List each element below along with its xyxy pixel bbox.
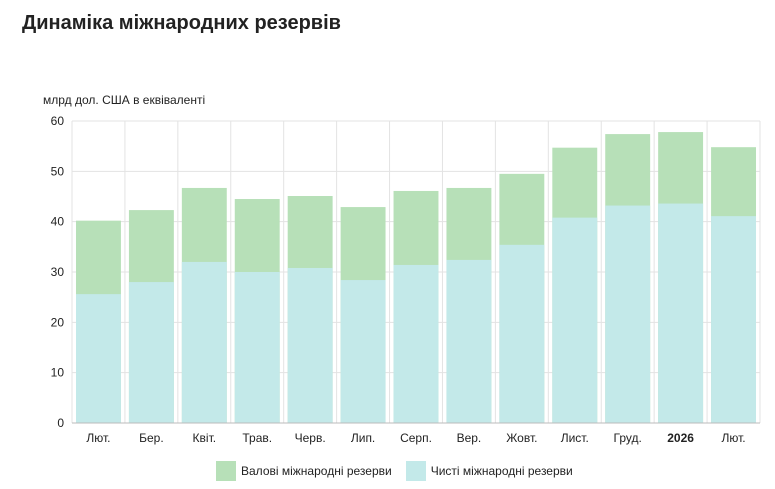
y-tick-label: 20 [51, 315, 65, 329]
x-tick-label: Лют. [721, 431, 745, 445]
x-tick-label: Квіт. [193, 431, 217, 445]
y-axis-label: млрд дол. США в еквіваленті [43, 93, 206, 107]
x-tick-label: Трав. [242, 431, 272, 445]
x-tick-label: Груд. [614, 431, 642, 445]
bar-net [128, 282, 174, 423]
y-tick-label: 30 [51, 265, 65, 279]
x-tick-label: Лист. [561, 431, 589, 445]
x-tick-label: Жовт. [506, 431, 537, 445]
x-tick-label: Вер. [457, 431, 482, 445]
x-tick-label: Серп. [400, 431, 432, 445]
bar-net [76, 294, 121, 423]
bar-net [393, 264, 439, 423]
x-tick-label: Лип. [351, 431, 375, 445]
y-tick-label: 50 [51, 164, 65, 178]
x-tick-label: 2026 [667, 431, 694, 445]
bar-net [181, 261, 227, 423]
y-tick-label: 60 [51, 114, 65, 128]
bar-net [234, 272, 280, 423]
legend-item-net[interactable]: Чисті міжнародні резерви [405, 461, 573, 481]
bar-net [605, 205, 651, 423]
x-tick-label: Черв. [295, 431, 326, 445]
x-tick-label: Лют. [86, 431, 110, 445]
legend-swatch-net [405, 461, 426, 481]
legend-label-gross: Валові міжнародні резерви [241, 464, 392, 478]
bar-net [711, 216, 756, 423]
chart-title: Динаміка міжнародних резервів [22, 12, 341, 34]
bar-net [658, 203, 704, 423]
bar-net [552, 217, 598, 423]
legend: Валові міжнародні резерви Чисті міжнарод… [216, 461, 573, 481]
x-tick-label: Бер. [139, 431, 164, 445]
y-tick-label: 40 [51, 215, 65, 229]
y-tick-label: 0 [57, 416, 64, 430]
legend-label-net: Чисті міжнародні резерви [430, 464, 573, 478]
y-tick-label: 10 [51, 366, 65, 380]
legend-item-gross[interactable]: Валові міжнародні резерви [216, 461, 392, 481]
legend-swatch-gross [216, 461, 236, 481]
bar-net [287, 267, 333, 423]
bar-net [499, 244, 545, 423]
bar-net [340, 280, 386, 423]
bar-net [446, 259, 492, 423]
